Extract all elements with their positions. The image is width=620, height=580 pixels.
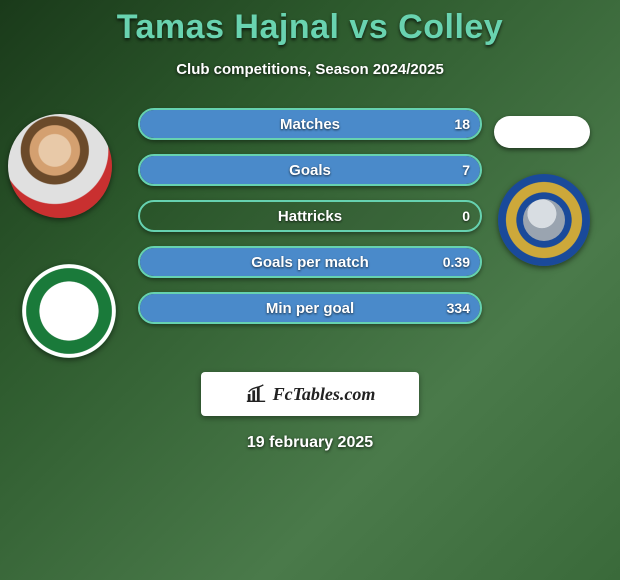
stat-value-right: 18 [454,110,470,138]
stat-label: Goals per match [140,248,480,276]
snapshot-date: 19 february 2025 [0,434,620,452]
comparison-title: Tamas Hajnal vs Colley [0,8,620,47]
player-right-avatar [494,116,590,148]
comparison-arena: Matches18 Goals7 Hattricks0 Goals per match… [0,96,620,356]
content-wrapper: Tamas Hajnal vs Colley Club competitions… [0,0,620,580]
stat-value-right: 334 [447,294,470,322]
stat-row: Min per goal334 [138,292,482,324]
source-brand-text: FcTables.com [273,384,376,405]
stat-row: Hattricks0 [138,200,482,232]
source-badge: FcTables.com [201,372,419,416]
stat-value-right: 0.39 [443,248,470,276]
club-right-badge-inner [523,199,565,241]
stat-row: Goals7 [138,154,482,186]
comparison-subtitle: Club competitions, Season 2024/2025 [0,61,620,78]
stat-row: Matches18 [138,108,482,140]
stat-value-right: 0 [462,202,470,230]
stat-label: Hattricks [140,202,480,230]
club-left-badge [22,264,116,358]
stat-row: Goals per match0.39 [138,246,482,278]
chart-icon [245,383,267,405]
stat-label: Min per goal [140,294,480,322]
stats-column: Matches18 Goals7 Hattricks0 Goals per match… [138,108,482,338]
stat-label: Goals [140,156,480,184]
club-right-badge [498,174,590,266]
stat-value-right: 7 [462,156,470,184]
stat-label: Matches [140,110,480,138]
player-left-avatar [8,114,112,218]
